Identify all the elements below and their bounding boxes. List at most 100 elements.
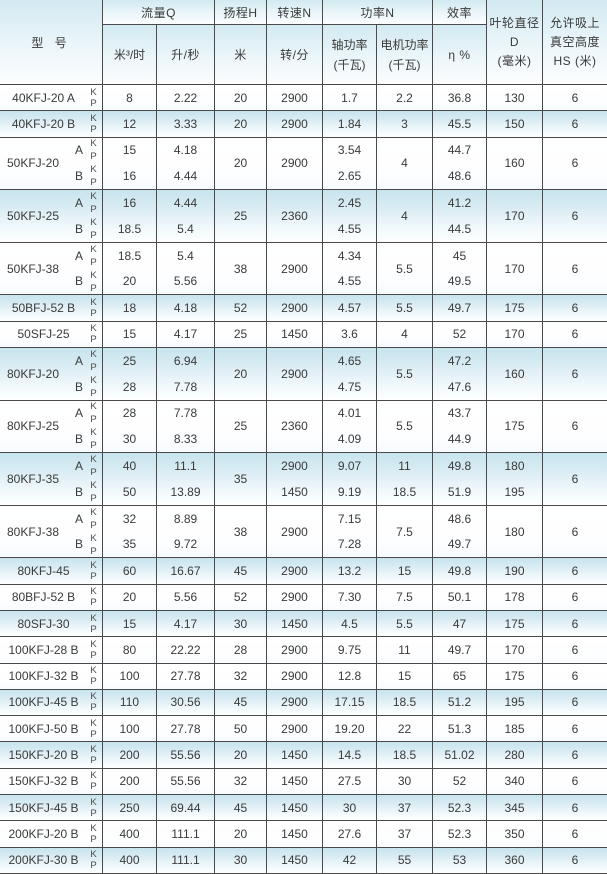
cell-speed: 2900 [267, 505, 323, 558]
variant-letter: A [74, 511, 83, 526]
cell-ls: 4.18 [157, 295, 215, 321]
cell-shaft: 7.30 [323, 584, 377, 610]
value: 4.75 [337, 379, 362, 394]
kp-letter: P [90, 833, 97, 845]
model-label: 80KFJ-25 [7, 419, 60, 434]
value: 32 [233, 774, 248, 789]
value: 18.5 [392, 695, 417, 710]
value: 49.7 [447, 301, 472, 316]
cell-m3: 40 50 [103, 453, 157, 505]
value: 340 [504, 774, 525, 789]
cell-head: 45 [215, 558, 267, 584]
cell-dia: 340 [487, 768, 543, 795]
kp-letter: K [90, 323, 97, 335]
value: 7.15 [337, 511, 362, 526]
value: 360 [504, 853, 525, 868]
value: 2.22 [173, 90, 198, 105]
variant-letter: B [74, 221, 83, 236]
table-row: 200KFJ-20 B K P 400 111.1 20 1450 27.6 37 52.3 350… [0, 821, 607, 848]
cell-motor: 15 [377, 558, 433, 584]
cell-head: 25 [215, 190, 267, 242]
table-row: 80KFJ-20 A B K P K P 25 28 6.94 7.78 20 2900 4.65 4.75… [0, 347, 607, 401]
value: 27.78 [170, 669, 201, 684]
kp-letter: P [90, 728, 97, 740]
table-row: 50KFJ-25 A B K P K P 16 18.5 4.44 5.4 25 2360 2.45 4.5… [0, 190, 607, 243]
value: 111.1 [171, 826, 200, 841]
cell-speed: 2900 [267, 663, 323, 689]
cell-dia: 350 [487, 821, 543, 847]
cell-hs: 6 [543, 690, 607, 715]
cell-m3: 18.5 20 [103, 242, 157, 295]
value: 44.7 [447, 143, 472, 158]
value: 8 [126, 90, 133, 105]
cell-hs: 6 [543, 611, 607, 636]
cell-shaft: 19.20 [323, 716, 377, 742]
value: 2900 [281, 524, 308, 539]
cell-hs: 6 [543, 558, 607, 583]
header-dia-line1: 叶轮直径 [489, 15, 540, 30]
value: 16.67 [170, 563, 201, 578]
cell-head: 20 [215, 111, 267, 137]
value: 7.78 [173, 379, 198, 394]
value: 6 [571, 590, 579, 605]
cell-hs: 6 [543, 848, 607, 873]
value: 1450 [281, 748, 308, 763]
value: 350 [504, 826, 525, 841]
value: 190 [504, 563, 525, 578]
value: 53 [452, 853, 467, 868]
table-row: 100KFJ-28 B K P 80 22.22 28 2900 9.75 11 49.7 170 6 [0, 637, 607, 664]
variant-letter: B [74, 169, 83, 184]
value: 6 [571, 616, 579, 631]
kp-letter: K [90, 770, 97, 782]
header-motor-power-line1: 电机功率 [380, 37, 429, 52]
cell-m3: 250 [103, 795, 157, 821]
cell-ls: 7.78 8.33 [157, 400, 215, 453]
cell-eta: 49.8 [433, 558, 487, 584]
value: 13.2 [337, 563, 362, 578]
model-label: 40KFJ-20 A [12, 90, 75, 105]
cell-speed: 1450 [267, 321, 323, 347]
value: 42 [342, 853, 357, 868]
value: 20 [233, 156, 248, 171]
cell-speed: 2900 [267, 558, 323, 584]
cell-head: 35 [215, 453, 267, 505]
cell-speed: 2900 [267, 137, 323, 190]
value: 178 [504, 590, 525, 605]
cell-ls: 27.78 [157, 663, 215, 689]
value: 5.5 [396, 419, 413, 434]
cell-ls: 22.22 [157, 637, 215, 663]
header-motor-power-line2: (千瓦) [388, 57, 421, 72]
header-speed: 转速N [267, 0, 323, 25]
table-row: 50BFJ-52 B K P 18 4.18 52 2900 4.57 5.5 49.7 175 6 [0, 295, 607, 322]
value: 4.18 [173, 143, 198, 158]
table-header: 型 号 流量Q 米³/时 升/秒 扬程H 米 转速N 转/分 功率N 轴功率 (… [0, 0, 607, 85]
cell-eta: 52 [433, 321, 487, 347]
model-label: 50BFJ-52 B [11, 301, 76, 316]
value: 6 [571, 800, 579, 815]
table-row: 80KFJ-35 A B K P K P 40 50 11.1 13.89 35 2900 1450 9.0… [0, 453, 607, 506]
cell-head: 52 [215, 295, 267, 321]
header-hs-line1: 允许吸上 [549, 15, 600, 30]
cell-hs: 6 [543, 401, 607, 453]
value: 11 [398, 642, 411, 657]
value: 2900 [281, 459, 308, 474]
kp-letter: P [90, 676, 97, 688]
kp-letter: P [90, 177, 97, 189]
value: 20 [233, 90, 248, 105]
value: 45 [233, 563, 248, 578]
cell-head: 20 [215, 821, 267, 847]
value: 400 [119, 826, 140, 841]
value: 6 [571, 826, 579, 841]
value: 8.33 [173, 432, 198, 447]
value: 60 [122, 563, 137, 578]
table-row: 150KFJ-32 B K P 200 55.56 32 1450 27.5 30 52 340 6 [0, 768, 607, 796]
cell-shaft: 27.6 [323, 821, 377, 847]
model-cell: 50KFJ-38 A B K P K P [0, 242, 103, 295]
cell-speed: 1450 [267, 610, 323, 637]
value: 5.5 [396, 616, 413, 631]
model-cell: 80KFJ-38 A B K P K P [0, 505, 103, 558]
